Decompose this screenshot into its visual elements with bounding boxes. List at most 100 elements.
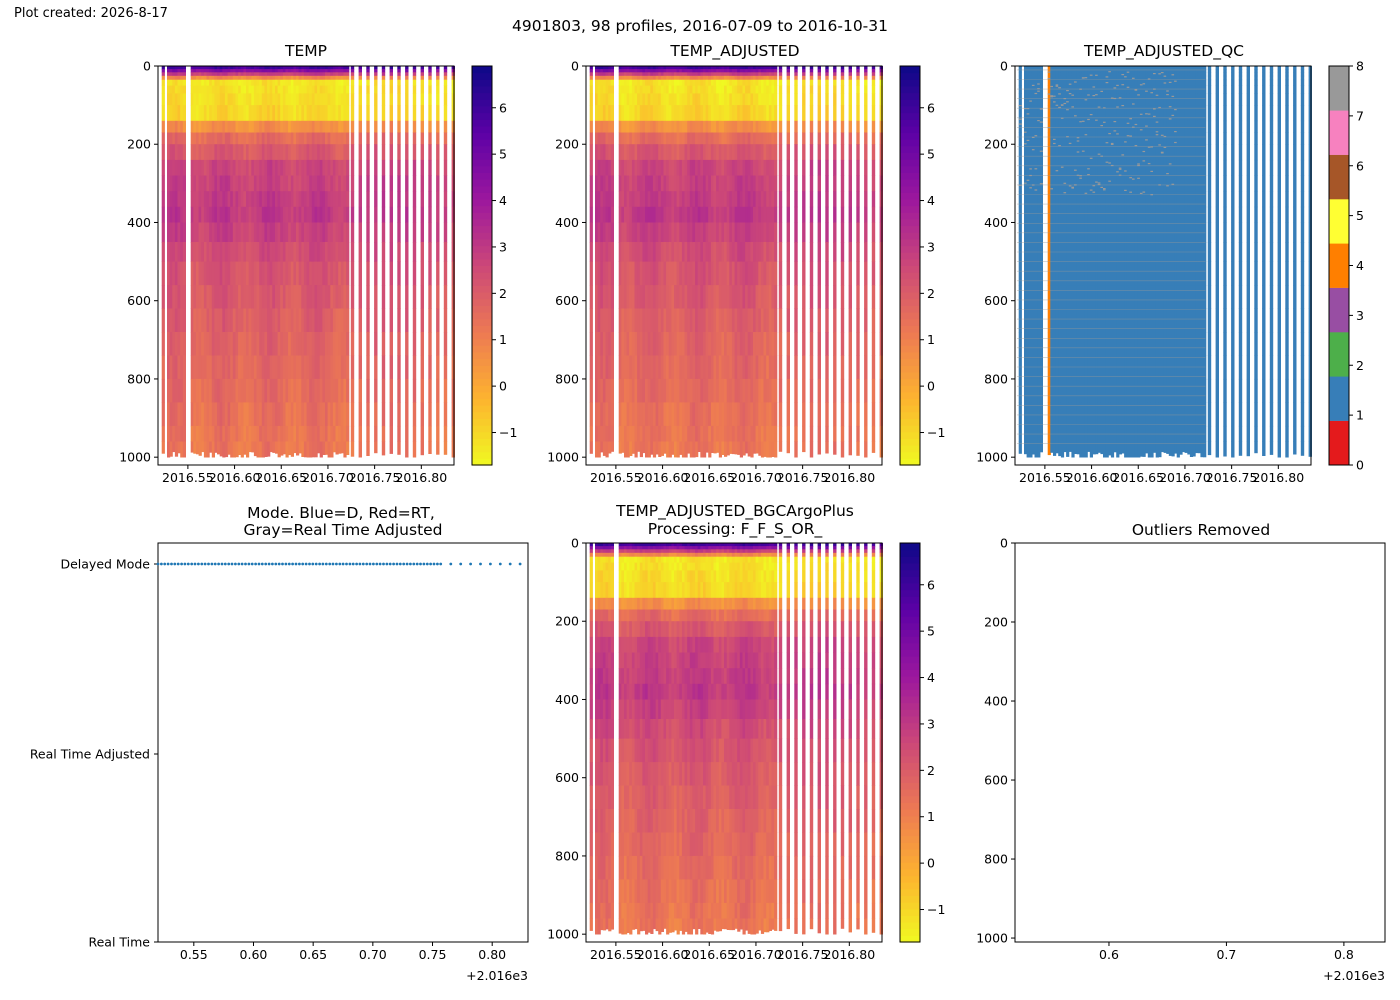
data-cell [663,105,667,122]
data-cell [272,159,276,176]
data-cell [264,222,268,243]
data-cell [232,285,236,309]
data-cell [1050,120,1054,133]
data-cell [222,93,226,106]
data-cell [817,402,821,427]
data-cell [381,120,386,133]
data-cell [275,69,279,73]
data-cell [412,144,417,161]
profile-column [290,66,294,457]
colorbar-tick-label: −1 [499,425,517,440]
data-cell [293,425,297,442]
data-cell [366,402,370,427]
data-cell [676,69,680,73]
data-cell [687,285,691,309]
data-cell [726,308,730,333]
data-cell [674,191,678,208]
data-cell [621,425,625,442]
data-cell [177,144,181,161]
qc-flag-mark [1031,149,1036,151]
data-cell [753,72,757,77]
data-cell [864,72,868,77]
data-cell [381,332,386,356]
data-cell [256,285,260,309]
data-cell [309,120,313,133]
data-cell [389,79,393,86]
data-cell [358,441,362,458]
profile-column [650,66,654,455]
data-cell [650,332,654,356]
data-cell [758,132,762,145]
data-cell [668,66,672,70]
data-cell [314,159,318,176]
data-cell [172,132,176,145]
data-cell [710,132,715,145]
data-cell [217,222,221,243]
data-cell [589,72,593,77]
qc-flag-mark [1029,187,1033,189]
data-cell [731,175,736,192]
data-cell [311,332,315,356]
data-cell [1029,285,1033,309]
data-cell [771,332,775,356]
data-cell [366,72,370,77]
data-cell [256,332,260,356]
colorbar-swatch [472,398,492,406]
data-cell [681,79,686,86]
data-cell [451,441,455,458]
data-cell [1050,105,1054,122]
data-cell [639,191,643,208]
data-cell [298,105,302,122]
data-cell [340,175,344,192]
data-cell [645,242,649,262]
data-cell [1026,66,1030,70]
data-cell [716,144,720,161]
colorbar-swatch [472,445,492,453]
data-cell [172,206,176,223]
data-cell [645,93,649,106]
data-cell [214,222,218,243]
data-cell [778,132,783,145]
data-cell [681,159,686,176]
data-cell [235,66,239,70]
data-cell [311,206,315,223]
data-cell [650,144,654,161]
data-cell [629,261,633,286]
data-cell [317,105,321,122]
data-cell [211,175,215,192]
data-cell [251,222,255,243]
data-cell [645,175,649,192]
data-cell [214,285,218,309]
data-cell [259,175,263,192]
data-cell [794,79,798,86]
profile-column [428,66,432,454]
data-cell [663,93,667,106]
data-cell [198,355,202,380]
data-cell [374,132,378,145]
data-cell [340,261,344,286]
data-cell [420,308,424,333]
data-cell [311,120,315,133]
data-cell [222,378,226,403]
data-cell [240,120,244,133]
data-cell [277,85,281,94]
data-cell [708,85,712,94]
data-cell [639,144,643,161]
data-cell [689,285,693,309]
data-cell [358,402,362,427]
data-cell [206,132,210,145]
data-cell [217,75,221,81]
data-cell [634,355,638,380]
data-cell [684,441,688,458]
data-cell [671,159,675,176]
data-cell [238,308,242,333]
data-cell [710,69,715,73]
data-cell [864,69,868,73]
data-cell [248,441,252,453]
data-cell [219,144,223,161]
data-cell [1050,93,1054,106]
data-cell [285,93,289,106]
data-cell [261,425,265,442]
data-cell [676,332,680,356]
data-cell [238,69,242,73]
